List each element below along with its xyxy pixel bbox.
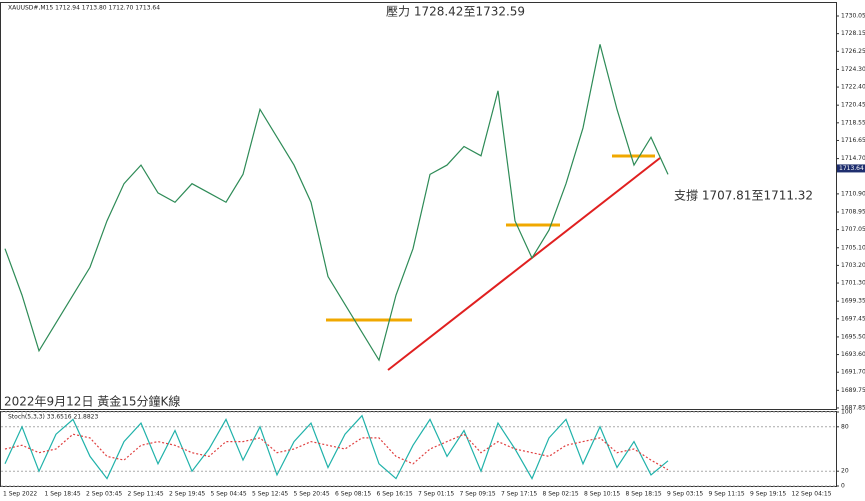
x-tick-label: 9 Sep 19:15 <box>750 491 786 498</box>
y-tick-label: 1705.10 <box>841 244 865 251</box>
y-tick-label: 1697.45 <box>841 315 865 322</box>
x-tick-label: 7 Sep 17:15 <box>501 491 537 498</box>
y-tick-label: 1701.30 <box>841 280 865 287</box>
y-tick-label: 0 <box>841 483 845 490</box>
trend-line <box>387 157 661 371</box>
y-tick-label: 1714.70 <box>841 155 865 162</box>
y-tick-label: 1720.45 <box>841 102 865 109</box>
last-price-label: 1713.64 <box>839 165 864 172</box>
annotation: 壓力 1728.42至1732.59 <box>386 5 525 19</box>
stoch-title: Stoch(5,3,3) 33.6516 21.8823 <box>8 414 99 421</box>
y-tick-label: 100 <box>841 409 853 416</box>
y-tick-label: 1707.05 <box>841 226 865 233</box>
x-tick-label: 1 Sep 2022 <box>3 491 37 498</box>
chart-title: XAUUSD#,M15 1712.94 1713.80 1712.70 1713… <box>8 5 160 12</box>
stoch-panel <box>0 411 837 487</box>
x-tick-label: 2 Sep 11:45 <box>128 491 164 498</box>
x-tick-label: 2 Sep 03:45 <box>86 491 122 498</box>
y-tick-label: 1722.40 <box>841 84 865 91</box>
x-tick-label: 8 Sep 02:15 <box>543 491 579 498</box>
x-tick-label: 7 Sep 01:15 <box>418 491 454 498</box>
x-tick-label: 12 Sep 04:15 <box>792 491 832 498</box>
y-tick-label: 1695.50 <box>841 333 865 340</box>
y-tick-label: 1691.70 <box>841 369 865 376</box>
x-tick-label: 6 Sep 16:15 <box>377 491 413 498</box>
y-tick-label: 1726.25 <box>841 48 865 55</box>
y-tick-label: 1724.30 <box>841 66 865 73</box>
price-line <box>4 44 669 362</box>
annotation: 2022年9月12日 黃金15分鐘K線 <box>4 394 180 409</box>
x-tick-label: 5 Sep 04:45 <box>211 491 247 498</box>
x-tick-label: 6 Sep 08:15 <box>335 491 371 498</box>
x-tick-label: 7 Sep 09:15 <box>460 491 496 498</box>
x-tick-label: 9 Sep 11:15 <box>709 491 745 498</box>
price-line <box>4 433 669 471</box>
x-tick-label: 9 Sep 03:15 <box>667 491 703 498</box>
main-panel <box>0 2 837 410</box>
y-tick-label: 1687.85 <box>841 404 865 411</box>
price-line <box>4 414 669 480</box>
y-tick-label: 1699.35 <box>841 298 865 305</box>
x-tick-label: 5 Sep 20:45 <box>294 491 330 498</box>
y-tick-label: 20 <box>841 468 849 475</box>
y-tick-label: 1718.55 <box>841 119 865 126</box>
y-tick-label: 1708.95 <box>841 208 865 215</box>
x-tick-label: 8 Sep 10:15 <box>584 491 620 498</box>
y-tick-label: 1728.15 <box>841 30 865 37</box>
y-tick-label: 1703.20 <box>841 262 865 269</box>
y-tick-label: 80 <box>841 423 849 430</box>
y-tick-label: 1693.60 <box>841 351 865 358</box>
last-price-box <box>837 164 865 173</box>
x-tick-label: 5 Sep 12:45 <box>252 491 288 498</box>
y-tick-label: 1716.65 <box>841 137 865 144</box>
y-tick-label: 1689.75 <box>841 387 865 394</box>
y-tick-label: 1730.05 <box>841 13 865 20</box>
x-tick-label: 8 Sep 18:15 <box>626 491 662 498</box>
y-tick-label: 1710.90 <box>841 190 865 197</box>
x-tick-label: 2 Sep 19:45 <box>169 491 205 498</box>
x-tick-label: 1 Sep 18:45 <box>45 491 81 498</box>
annotation: 支撐 1707.81至1711.32 <box>674 189 813 203</box>
